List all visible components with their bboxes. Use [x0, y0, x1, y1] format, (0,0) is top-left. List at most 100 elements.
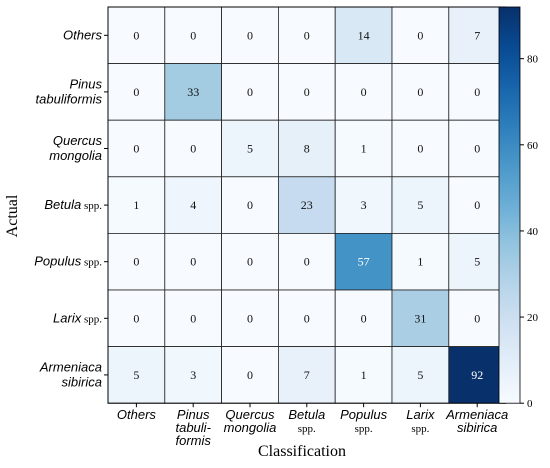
heatmap-cell: [107, 176, 166, 234]
cell-value-label: 5: [417, 198, 423, 212]
x-tick-label: spp.: [411, 423, 429, 435]
heatmap-cell: [277, 176, 336, 234]
cell-value-label: 0: [304, 311, 310, 325]
colorbar-tick-label: 40: [527, 226, 539, 238]
heatmap-cell: [334, 346, 393, 404]
heatmap-cell: [448, 176, 506, 234]
heatmap-cell: [221, 289, 279, 347]
colorbar-tick-label: 0: [527, 398, 533, 410]
heatmap-cell: [107, 346, 166, 404]
cell-value-label: 33: [187, 85, 199, 99]
cell-value-label: 57: [358, 255, 370, 269]
y-tick-label: mongolia: [49, 148, 102, 163]
y-tick-label: Pinus: [69, 76, 102, 91]
y-tick-label: Betula spp.: [44, 197, 102, 212]
x-tick-label: formis: [176, 433, 212, 448]
heatmap-cell: [448, 63, 506, 121]
cell-value-label: 3: [190, 368, 196, 382]
cell-value-label: 0: [417, 142, 423, 156]
cell-value-label: 0: [304, 85, 310, 99]
cell-value-label: 0: [304, 255, 310, 269]
y-tick-label: sibirica: [62, 374, 102, 389]
cell-value-label: 3: [361, 198, 367, 212]
cell-value-label: 14: [358, 28, 370, 42]
heatmap-cells: [107, 6, 507, 404]
cell-value-label: 92: [471, 368, 483, 382]
x-tick-label: spp.: [298, 423, 316, 435]
cell-value-label: 0: [304, 28, 310, 42]
cell-value-label: 0: [133, 85, 139, 99]
colorbar-tick-label: 20: [527, 312, 539, 324]
cell-value-label: 0: [417, 28, 423, 42]
colorbar-gradient: [498, 6, 521, 404]
cell-value-label: 0: [247, 368, 253, 382]
cell-value-label: 0: [190, 255, 196, 269]
colorbar-tick-label: 60: [527, 140, 539, 152]
cell-value-label: 7: [304, 368, 310, 382]
cell-value-label: 0: [474, 85, 480, 99]
x-tick-label: Pinus: [177, 407, 210, 422]
y-axis-label: Actual: [4, 194, 21, 237]
heatmap-cell: [164, 6, 223, 64]
x-tick-label: Larix: [406, 407, 435, 422]
cell-value-label: 0: [247, 85, 253, 99]
x-tick-label: mongolia: [224, 420, 277, 435]
heatmap-cell: [277, 289, 336, 347]
x-axis-label: Classification: [258, 443, 346, 460]
x-tick-label: sibirica: [457, 420, 497, 435]
heatmap-cell: [221, 119, 279, 178]
y-tick-label: Others: [63, 27, 103, 42]
heatmap-cell: [277, 346, 336, 404]
heatmap-cell: [391, 346, 450, 404]
cell-value-label: 4: [190, 198, 196, 212]
cell-value-label: 1: [361, 368, 367, 382]
cell-value-label: 0: [247, 198, 253, 212]
heatmap-cell: [164, 289, 223, 347]
heatmap-cell: [277, 6, 336, 64]
cell-value-label: 0: [133, 311, 139, 325]
x-tick-label: Others: [117, 407, 157, 422]
heatmap-cell: [334, 63, 393, 121]
cell-value-label: 0: [247, 28, 253, 42]
cell-value-label: 0: [190, 311, 196, 325]
cell-value-label: 0: [474, 142, 480, 156]
heatmap-cell: [221, 346, 279, 404]
y-tick-label: Quercus: [53, 133, 103, 148]
cell-value-label: 0: [190, 142, 196, 156]
cell-value-label: 5: [474, 255, 480, 269]
colorbar-tick-label: 80: [527, 54, 539, 66]
cell-value-label: 8: [304, 142, 310, 156]
heatmap-cell: [164, 176, 223, 234]
cell-value-label: 5: [247, 142, 253, 156]
cell-value-label: 0: [361, 85, 367, 99]
heatmap-cell: [221, 63, 279, 121]
heatmap-cell: [448, 346, 506, 404]
y-tick-label: Larix spp.: [53, 310, 102, 325]
heatmap-cell: [221, 232, 279, 291]
cell-value-label: 0: [474, 198, 480, 212]
cell-value-label: 0: [133, 255, 139, 269]
colorbar: 0 20 40 60 80: [498, 6, 539, 410]
cell-value-labels: 0 0 0 0 14 0 70 33 0 0 0 0 00 0 5 8 1 0 01 4 0 23 3 5 00 0 0 0 57 1 50…: [133, 28, 483, 382]
y-tick-label: Armeniaca: [39, 359, 102, 374]
cell-value-label: 1: [361, 142, 367, 156]
heatmap-cell: [334, 119, 393, 178]
cell-value-label: 0: [417, 85, 423, 99]
heatmap-cell: [448, 232, 506, 291]
cell-value-label: 0: [190, 28, 196, 42]
heatmap-cell: [391, 119, 450, 178]
cell-value-label: 7: [474, 28, 480, 42]
heatmap-cell: [448, 289, 506, 347]
x-tick-label: spp.: [355, 423, 373, 435]
heatmap-cell: [107, 6, 166, 64]
x-tick-label: Populus: [340, 407, 387, 422]
heatmap-cell: [107, 232, 166, 291]
x-tick-label: Armeniaca: [445, 407, 508, 422]
heatmap-cell: [448, 119, 506, 178]
cell-value-label: 5: [133, 368, 139, 382]
cell-value-label: 0: [133, 142, 139, 156]
x-tick-label: Betula: [288, 407, 325, 422]
heatmap-cell: [277, 119, 336, 178]
